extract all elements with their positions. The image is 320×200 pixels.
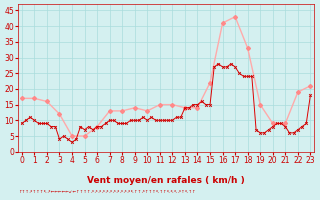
X-axis label: Vent moyen/en rafales ( km/h ): Vent moyen/en rafales ( km/h ) (87, 176, 245, 185)
Text: ↑↑↑↗↑↑↑↖↗←←←←←↙←↑↑↑↑↗↗↗↗↗↗↗↗↗↗↗↖↑↑↗↑↑↑↖↑↑↖↖↖↗↑↖↑↑: ↑↑↑↗↑↑↑↖↗←←←←←↙←↑↑↑↑↗↗↗↗↗↗↗↗↗↗↗↖↑↑↗↑↑↑↖↑… (18, 190, 196, 194)
